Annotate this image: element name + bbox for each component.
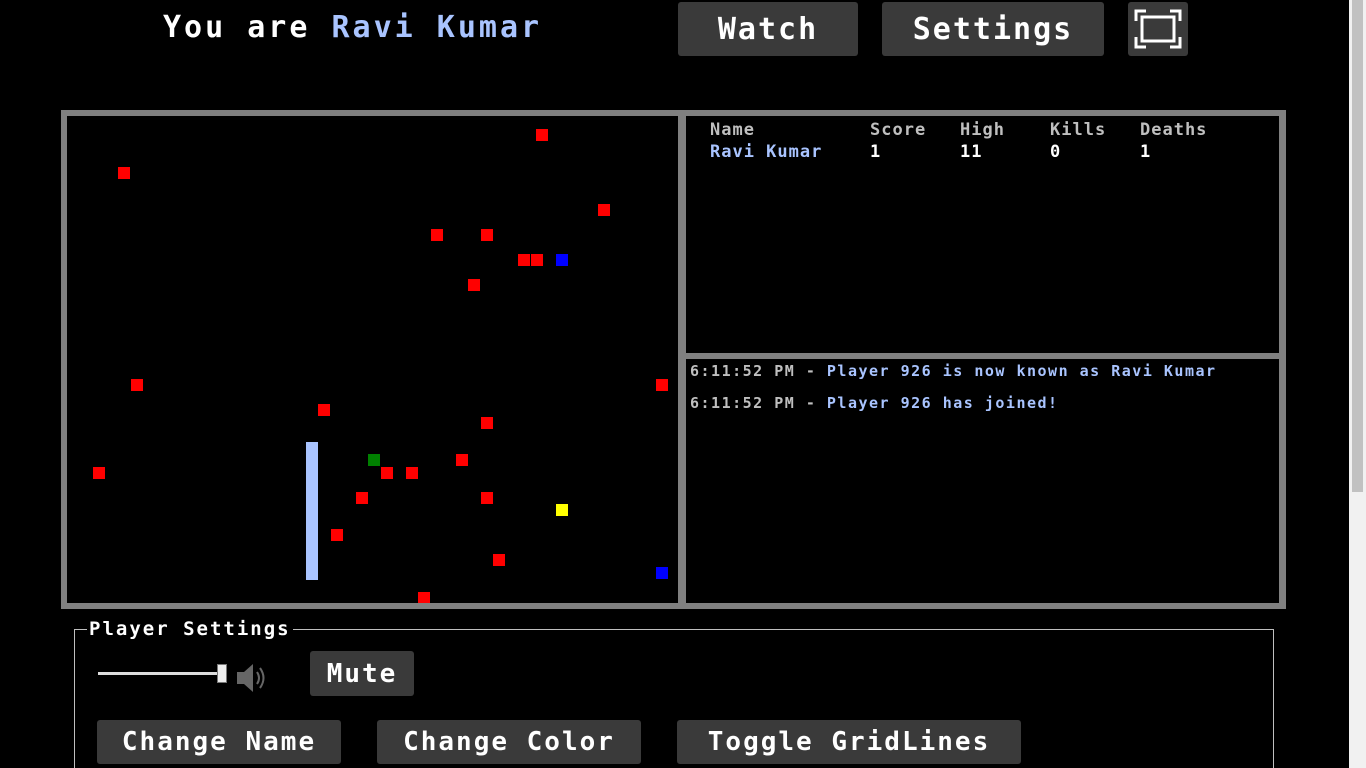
- food-cell: [318, 404, 330, 416]
- player-settings-panel: Player Settings: [74, 618, 1274, 768]
- food-cell: [456, 454, 468, 466]
- food-cell: [598, 204, 610, 216]
- scrollbar-thumb[interactable]: [1352, 0, 1363, 492]
- player-snake-segment: [306, 492, 318, 505]
- player-settings-legend: Player Settings: [89, 618, 291, 640]
- food-cell: [481, 492, 493, 504]
- player-snake-segment: [306, 455, 318, 468]
- chat-text: Player 926 is now known as Ravi Kumar: [826, 362, 1217, 380]
- player-snake-segment: [306, 505, 318, 518]
- page-scrollbar[interactable]: [1349, 0, 1366, 768]
- player-snake-segment: [306, 467, 318, 480]
- chat-time: 6:11:52 PM: [690, 394, 796, 412]
- scoreboard: Name Score High Kills Deaths Ravi Kumar …: [686, 116, 1279, 353]
- food-cell: [518, 254, 530, 266]
- player-snake-segment: [306, 542, 318, 555]
- fullscreen-button[interactable]: [1128, 2, 1188, 56]
- food-cell: [468, 279, 480, 291]
- food-cell: [493, 554, 505, 566]
- identity-prefix: You are: [163, 10, 311, 45]
- row-deaths: 1: [1140, 142, 1152, 162]
- chat-text: Player 926 has joined!: [826, 394, 1059, 412]
- food-cell: [418, 592, 430, 603]
- player-snake-segment: [306, 530, 318, 543]
- food-cell: [656, 379, 668, 391]
- row-name: Ravi Kumar: [710, 142, 823, 162]
- watch-button[interactable]: Watch: [678, 2, 858, 56]
- toggle-gridlines-button[interactable]: Toggle GridLines: [677, 720, 1021, 764]
- chat-message: 6:11:52 PM - Player 926 is now known as …: [690, 362, 1217, 380]
- food-cell: [481, 417, 493, 429]
- blue-item-cell: [556, 254, 568, 266]
- change-name-button[interactable]: Change Name: [97, 720, 341, 764]
- player-snake-segment: [306, 442, 318, 455]
- fullscreen-icon: [1134, 9, 1182, 49]
- row-score: 1: [870, 142, 882, 162]
- row-high: 11: [960, 142, 983, 162]
- food-cell: [406, 467, 418, 479]
- settings-button[interactable]: Settings: [882, 2, 1104, 56]
- mute-button[interactable]: Mute: [310, 651, 414, 696]
- chat-time: 6:11:52 PM: [690, 362, 796, 380]
- header-high: High: [960, 120, 1005, 140]
- header-name: Name: [710, 120, 755, 140]
- food-cell: [356, 492, 368, 504]
- chat-message: 6:11:52 PM - Player 926 has joined!: [690, 394, 1059, 412]
- header-deaths: Deaths: [1140, 120, 1208, 140]
- food-cell: [93, 467, 105, 479]
- header-score: Score: [870, 120, 927, 140]
- chat-log: 6:11:52 PM - Player 926 is now known as …: [686, 359, 1279, 603]
- change-color-button[interactable]: Change Color: [377, 720, 641, 764]
- player-snake-segment: [306, 480, 318, 493]
- game-board[interactable]: [67, 116, 678, 603]
- food-cell: [431, 229, 443, 241]
- green-item-cell: [368, 454, 380, 466]
- row-kills: 0: [1050, 142, 1062, 162]
- yellow-item-cell: [556, 504, 568, 516]
- food-cell: [536, 129, 548, 141]
- speaker-icon: [237, 664, 265, 692]
- player-snake-segment: [306, 555, 318, 568]
- food-cell: [531, 254, 543, 266]
- food-cell: [381, 467, 393, 479]
- player-identity: You are Ravi Kumar: [163, 8, 542, 48]
- food-cell: [481, 229, 493, 241]
- player-snake-segment: [306, 517, 318, 530]
- food-cell: [118, 167, 130, 179]
- food-cell: [131, 379, 143, 391]
- blue-item-cell: [656, 567, 668, 579]
- player-snake-segment: [306, 567, 318, 580]
- header-kills: Kills: [1050, 120, 1107, 140]
- player-name: Ravi Kumar: [331, 10, 543, 45]
- food-cell: [331, 529, 343, 541]
- volume-slider-track[interactable]: [98, 672, 223, 675]
- volume-slider-thumb[interactable]: [217, 664, 227, 683]
